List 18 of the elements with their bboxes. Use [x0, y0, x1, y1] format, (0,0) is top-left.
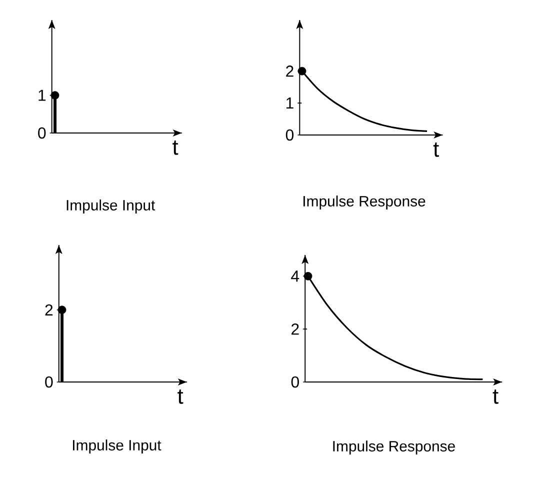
y-tick-label: 1: [38, 90, 46, 101]
y-tick-label: 0: [286, 129, 294, 141]
y-tick-label: 0: [38, 127, 46, 139]
y-tick-label: 2: [286, 66, 294, 77]
x-axis-title: t: [492, 389, 498, 404]
y-tick-label: 2: [45, 304, 53, 316]
y-tick-label: 4: [291, 270, 300, 282]
y-tick-label: 2: [292, 324, 299, 335]
y-tick-label: 1: [286, 98, 294, 109]
y-tick-label: 0: [45, 376, 53, 388]
x-axis-title: t: [172, 140, 178, 155]
text: Impulse Response: [304, 196, 426, 210]
text: Impulse Input: [73, 440, 162, 454]
text: Impulse Input: [66, 200, 156, 214]
y-tick-label: 0: [291, 376, 299, 388]
x-axis-title: t: [433, 142, 439, 157]
x-axis-title: t: [178, 389, 184, 404]
text: Impulse Response: [333, 440, 455, 454]
